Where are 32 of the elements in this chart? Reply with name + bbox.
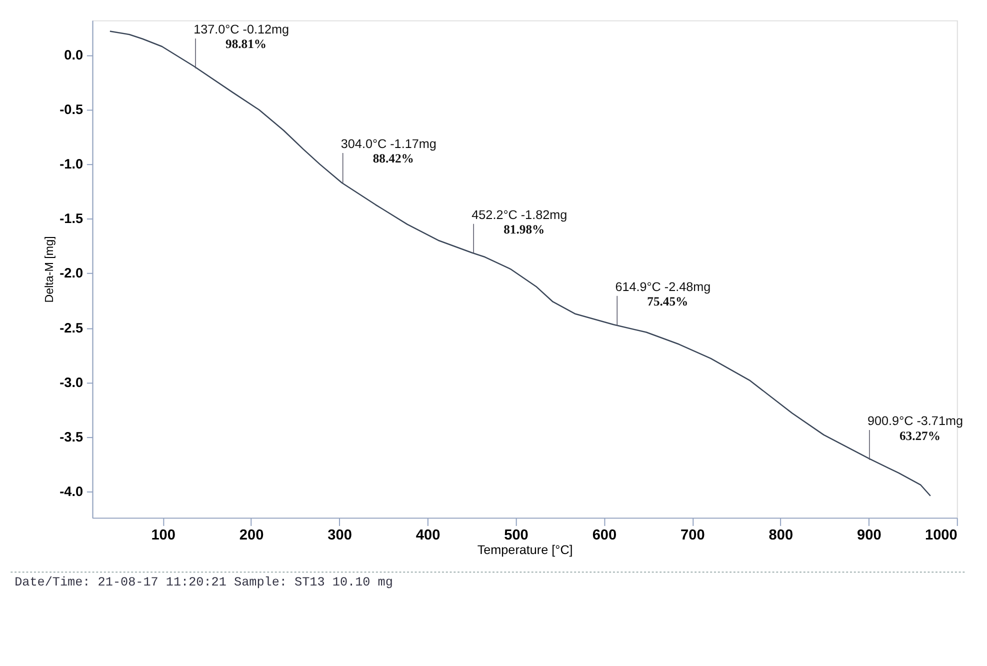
annotation: 75.45% (647, 294, 688, 309)
y-tick-label: -0.5 (60, 102, 84, 118)
annotation: 88.42% (372, 152, 414, 166)
annotation: 98.81% (226, 37, 267, 52)
x-tick-label: 900 (856, 528, 882, 544)
x-tick-label: 500 (504, 528, 528, 544)
x-tick-label: 200 (239, 528, 264, 544)
x-tick-label: 300 (328, 528, 352, 544)
annotation: 452.2°C -1.82mg (472, 208, 568, 222)
y-tick-label: 0.0 (64, 48, 84, 63)
annotation: 900.9°C -3.71mg (868, 414, 963, 428)
annotation: 137.0°C -0.12mg (194, 22, 290, 37)
x-tick-label: 1000 (924, 528, 958, 544)
y-tick-label: -3.5 (60, 429, 84, 444)
annotation: 614.9°C -2.48mg (615, 280, 711, 294)
text: Date/Time: 21-08-17 11:20:21 Sample: ST13 10.10 mg (14, 574, 393, 590)
x-axis-title: Temperature [°C] (477, 543, 573, 558)
x-tick-label: 800 (768, 528, 794, 544)
y-tick-label: -2.5 (60, 320, 84, 336)
x-tick-label: 700 (680, 528, 705, 544)
y-tick-label: -4.0 (60, 484, 84, 499)
y-axis-title: Delta-M [mg] (42, 236, 56, 303)
annotation: 304.0°C -1.17mg (340, 137, 436, 152)
y-tick-label: -1.5 (60, 211, 84, 226)
x-tick-label: 600 (592, 528, 617, 544)
annotation: 81.98% (504, 222, 545, 237)
y-tick-label: -2.0 (60, 266, 84, 281)
annotation: 63.27% (899, 428, 940, 443)
x-tick-label: 400 (416, 528, 440, 544)
x-tick-label: 100 (151, 528, 176, 544)
y-tick-label: -3.0 (60, 374, 84, 390)
y-tick-label: -1.0 (60, 156, 84, 172)
